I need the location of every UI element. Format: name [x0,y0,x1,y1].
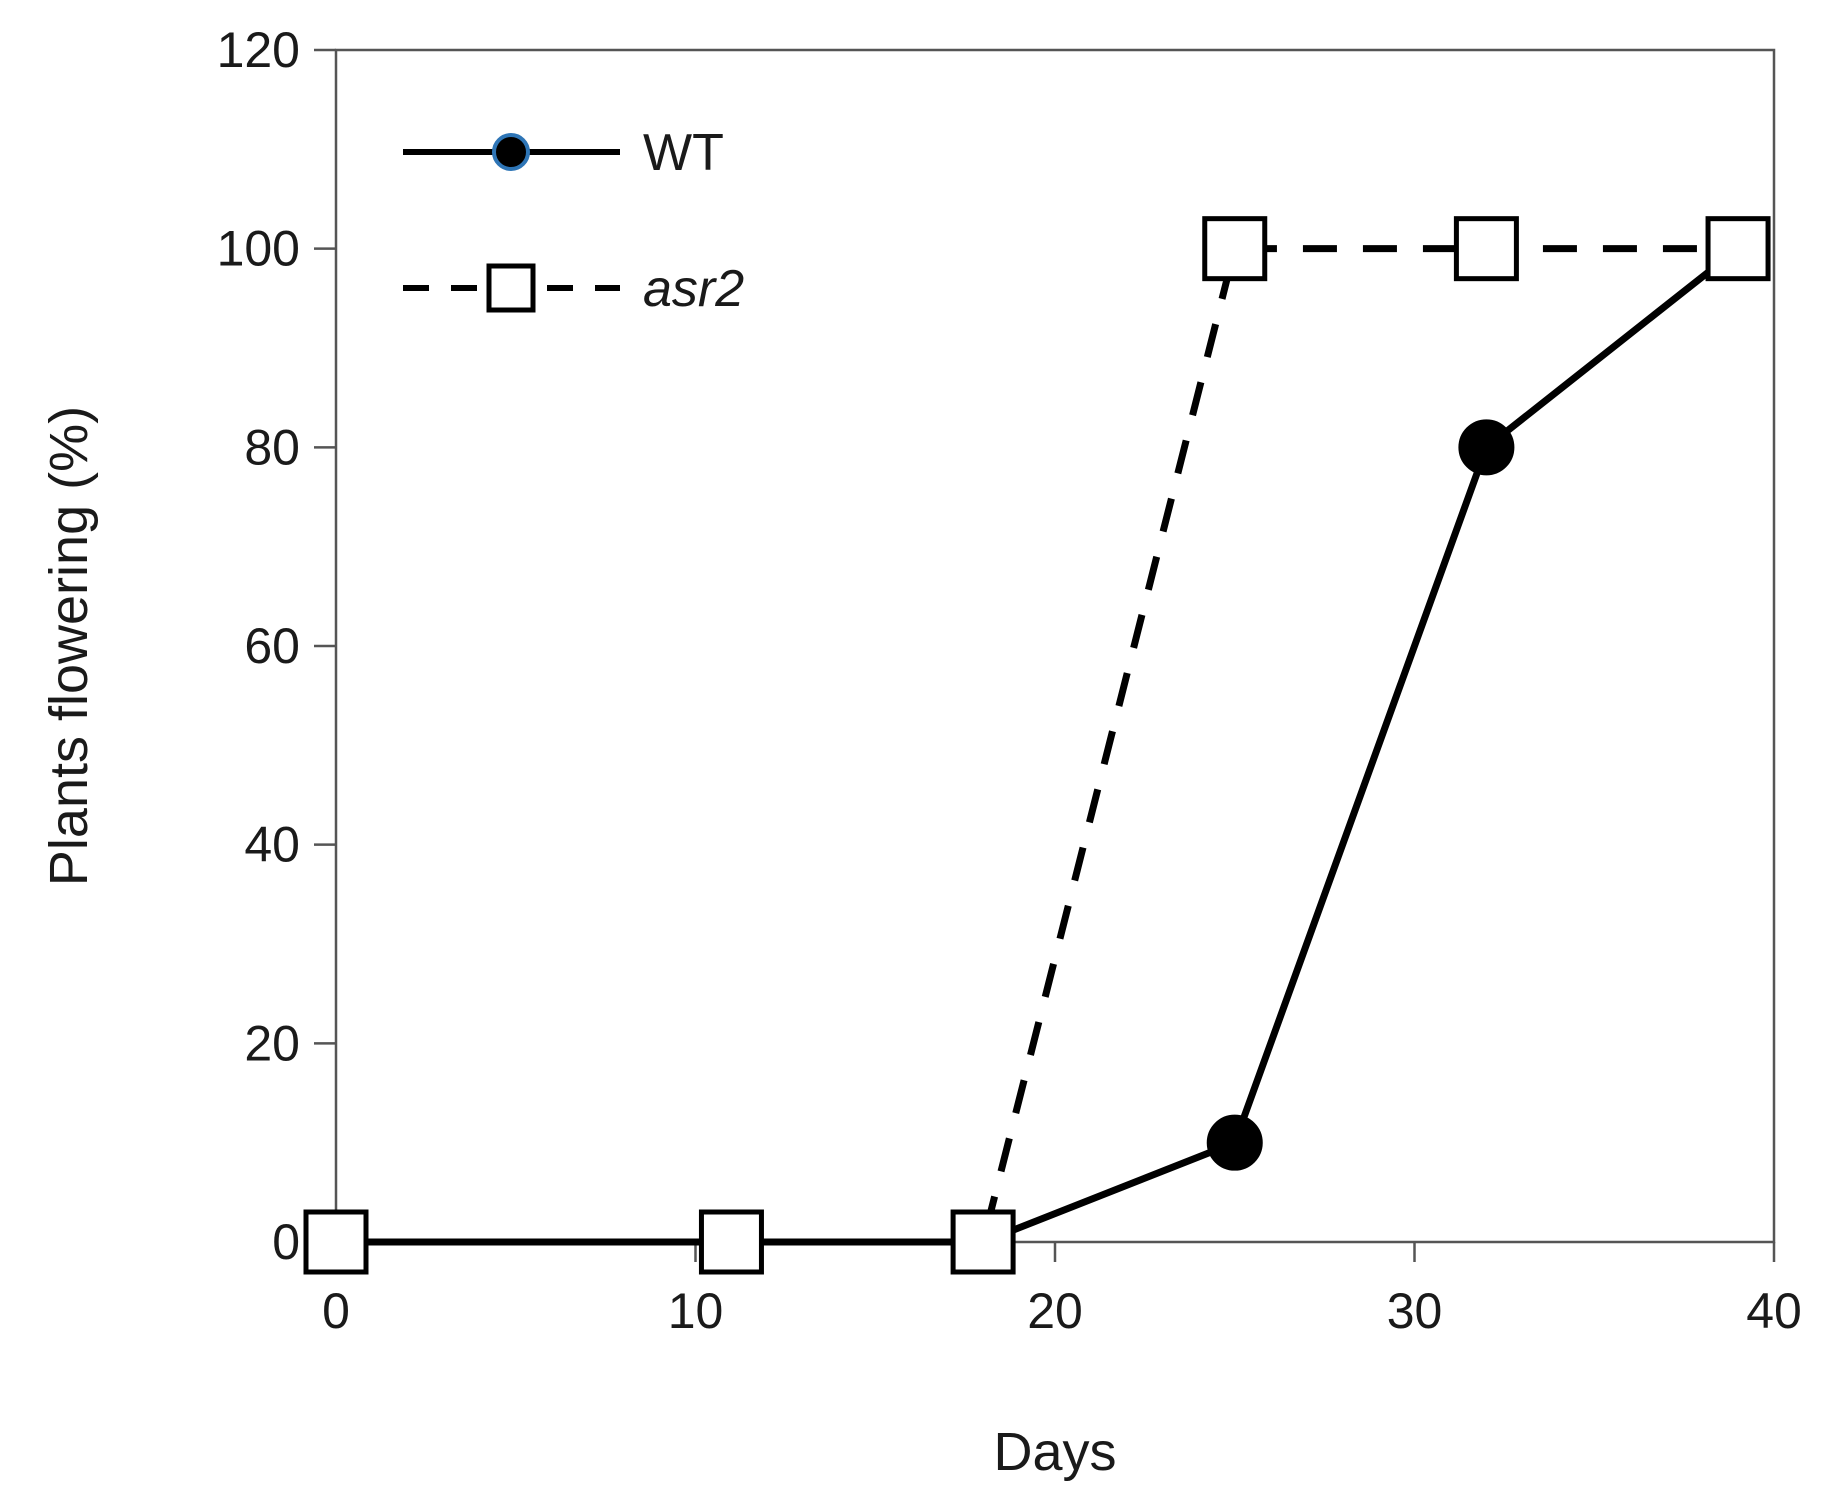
asr2-point [303,1209,369,1275]
y-tick-label: 20 [244,1015,300,1071]
legend-wt-marker [492,133,530,171]
x-tick-label: 30 [1387,1283,1443,1339]
legend-asr2-marker [486,263,536,313]
asr2-point [1453,216,1519,282]
x-axis-title: Days [993,1422,1116,1482]
wt-point [1206,1114,1263,1171]
series-markers [303,216,1771,1275]
wt-point [1458,419,1515,476]
x-tick-label: 20 [1027,1283,1083,1339]
x-tick-label: 0 [322,1283,350,1339]
y-tick-label: 80 [244,419,300,475]
series-line-wt [336,245,1741,1246]
asr2-point [1202,216,1268,282]
legend: WT asr2 [403,124,744,318]
series-lines [336,245,1741,1246]
y-tick-label: 60 [244,618,300,674]
asr2-point [698,1209,764,1275]
legend-asr2-label: asr2 [643,260,744,318]
x-axis: 0 10 20 30 40 [322,1242,1802,1339]
asr2-point [1705,216,1771,282]
y-tick-label: 0 [272,1214,300,1270]
legend-wt-label: WT [643,124,724,182]
asr2-point [950,1209,1016,1275]
y-axis-title: Plants flowering (%) [39,406,99,886]
y-tick-label: 100 [217,221,300,277]
x-tick-label: 10 [668,1283,724,1339]
y-axis: 0 20 40 60 80 100 120 [217,22,336,1270]
x-tick-label: 40 [1746,1283,1802,1339]
y-tick-label: 120 [217,22,300,78]
y-tick-label: 40 [244,817,300,873]
